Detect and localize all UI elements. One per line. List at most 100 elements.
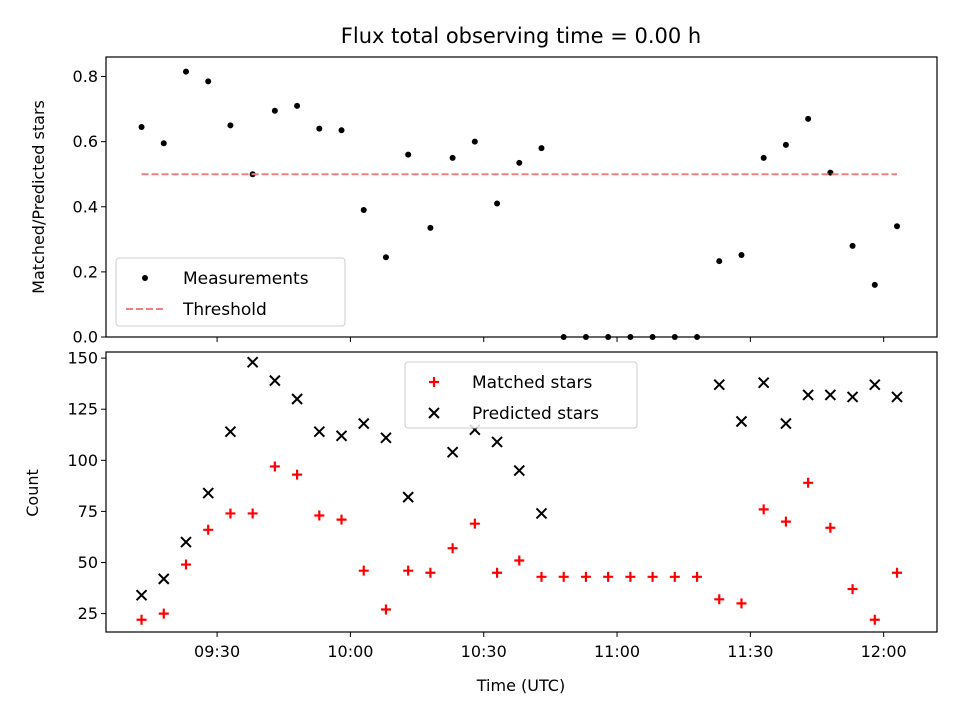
predicted-stars-point — [158, 573, 170, 585]
predicted-stars-point — [802, 389, 814, 401]
measurement-point — [538, 145, 545, 152]
predicted-stars-point — [869, 378, 881, 391]
matched-stars-point — [203, 524, 214, 535]
measurement-point — [338, 127, 345, 134]
measurement-point — [516, 159, 523, 166]
matched-stars-point — [403, 565, 414, 576]
measurement-point — [405, 151, 412, 158]
measurement-point — [360, 207, 367, 214]
matched-stars-point — [225, 508, 236, 519]
legend-label: Measurements — [183, 269, 309, 289]
top-y-tick-label: 0.8 — [73, 67, 98, 86]
legend-box — [115, 257, 346, 327]
measurement-point — [427, 224, 434, 231]
x-tick-label: 09:30 — [194, 642, 240, 661]
matched-stars-point — [469, 518, 480, 529]
measurement-point — [449, 154, 456, 161]
predicted-stars-point — [180, 536, 192, 548]
matched-stars-point — [625, 571, 636, 582]
predicted-stars-point — [269, 374, 281, 387]
matched-stars-point — [292, 469, 303, 480]
predicted-stars-point — [780, 417, 792, 430]
measurement-point — [182, 68, 189, 75]
matched-stars-point — [869, 614, 880, 625]
x-tick-label: 10:30 — [461, 642, 507, 661]
bottom-y-tick-label: 100 — [67, 451, 98, 470]
predicted-stars-point — [713, 378, 725, 391]
measurement-point — [894, 223, 901, 230]
predicted-stars-point — [313, 426, 326, 438]
bottom-panel: 25 50 75 100 125 150 09:30 10:00 10:30 11:00 11:30… — [67, 349, 938, 661]
plot-areas: 0.0 0.2 0.4 0.6 0.8 25 50 75 100 125 150 09:30 10:00… — [67, 56, 938, 661]
predicted-stars-point — [246, 356, 259, 368]
legend-label: Matched stars — [472, 373, 592, 393]
top-axes-frame — [105, 56, 938, 338]
matched-stars-point — [758, 504, 769, 515]
predicted-stars-point — [358, 417, 370, 430]
matched-stars-point — [603, 571, 614, 582]
matched-stars-point — [558, 571, 569, 582]
predicted-stars-point — [291, 393, 303, 405]
x-tick-label: 10:00 — [327, 642, 373, 661]
matched-stars-point — [158, 608, 169, 619]
measurement-point — [494, 200, 501, 207]
matched-stars-point — [492, 567, 503, 578]
matched-stars-point — [692, 571, 703, 582]
x-axis-label: Time (UTC) — [476, 676, 565, 695]
measurement-point — [271, 107, 278, 114]
predicted-stars-point — [135, 589, 148, 601]
top-panel: 0.0 0.2 0.4 0.6 0.8 — [73, 56, 938, 347]
matched-stars-point — [358, 565, 369, 576]
predicted-stars-point — [735, 415, 748, 428]
top-y-axis-label: Matched/Predicted stars — [29, 100, 48, 294]
bottom-y-tick-label: 150 — [67, 349, 98, 368]
chart-title: Flux total observing time = 0.00 h — [341, 24, 701, 48]
measurement-point — [849, 242, 856, 249]
measurement-point — [805, 115, 812, 122]
measurement-point — [227, 122, 234, 129]
measurement-point — [782, 141, 789, 148]
matched-stars-point — [669, 571, 680, 582]
bottom-y-tick-label: 25 — [78, 604, 98, 623]
matched-stars-point — [847, 584, 858, 595]
matched-stars-point — [180, 559, 191, 570]
predicted-stars-point — [824, 389, 837, 401]
bottom-legend: Matched stars Predicted stars — [404, 361, 638, 429]
measurement-point — [871, 281, 878, 288]
predicted-stars-point — [335, 430, 348, 442]
predicted-stars-point — [380, 432, 392, 444]
measurement-point — [716, 258, 723, 265]
measurement-point — [138, 124, 145, 130]
bottom-y-tick-label: 50 — [78, 553, 98, 572]
matched-stars-point — [380, 604, 391, 615]
measurement-point — [471, 138, 478, 145]
matched-stars-point — [136, 614, 147, 625]
predicted-stars-point — [402, 491, 414, 503]
x-tick-label: 12:00 — [861, 642, 907, 661]
predicted-stars-point — [891, 391, 903, 403]
bottom-axes-frame — [105, 351, 938, 633]
matched-stars-point — [247, 508, 258, 519]
matched-stars-point — [736, 598, 747, 609]
legend-box — [404, 361, 638, 429]
matched-stars-point — [580, 571, 591, 582]
bottom-y-tick-label: 75 — [78, 502, 98, 521]
measurement-point — [160, 140, 167, 147]
legend-label: Predicted stars — [472, 404, 599, 424]
top-y-tick-label: 0.4 — [73, 197, 98, 216]
bottom-y-axis-label: Count — [23, 469, 42, 517]
matched-stars-point — [514, 555, 525, 566]
measurement-point — [316, 125, 323, 132]
legend-plus-icon — [429, 377, 439, 387]
predicted-stars-point — [202, 487, 214, 499]
matched-stars-point — [425, 567, 436, 578]
measurement-point — [738, 251, 745, 258]
predicted-stars-point — [224, 426, 237, 438]
measurement-point — [760, 154, 767, 161]
matched-stars-point — [803, 477, 814, 488]
matched-stars-point — [447, 543, 458, 554]
predicted-stars-point — [513, 464, 525, 477]
matched-stars-point — [714, 594, 725, 605]
predicted-stars-point — [446, 446, 459, 458]
